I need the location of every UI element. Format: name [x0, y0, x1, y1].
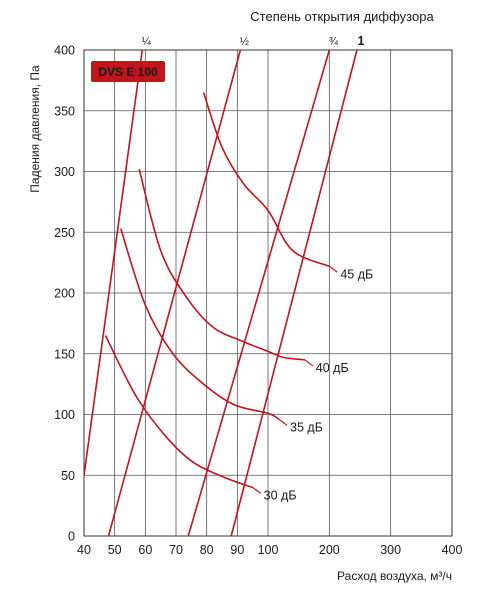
- opening-label: 1: [357, 34, 364, 48]
- opening-line: [187, 50, 331, 536]
- model-badge: DVS E 100: [91, 61, 165, 82]
- opening-line: [107, 50, 242, 536]
- noise-label-leader: [328, 265, 338, 273]
- noise-label-leader: [252, 486, 262, 494]
- x-tick-label: 80: [200, 543, 214, 557]
- plot-frame: [83, 49, 453, 537]
- noise-label-leader: [304, 359, 314, 367]
- noise-curve: [138, 168, 305, 361]
- chart-title: Степень открытия диффузора: [250, 9, 434, 24]
- y-axis-label: Падения давления, Па: [28, 65, 42, 193]
- grid: [83, 49, 453, 537]
- noise-label-leader: [278, 418, 288, 426]
- x-tick-label: 50: [108, 543, 122, 557]
- noise-label: 45 дБ: [340, 267, 373, 281]
- y-tick-label: 350: [54, 104, 75, 118]
- noise-labels: 30 дБ 35 дБ 40 дБ 45 дБ: [252, 265, 373, 502]
- opening-labels: ¼ ½ ¾ 1: [142, 34, 365, 48]
- x-tick-label: 300: [380, 543, 401, 557]
- x-tick-label: 60: [138, 543, 152, 557]
- noise-curve: [104, 335, 253, 489]
- noise-label: 40 дБ: [316, 361, 349, 375]
- y-tick-label: 0: [68, 530, 75, 544]
- x-tick-label: 40: [77, 543, 91, 557]
- y-tick-label: 150: [54, 347, 75, 361]
- x-tick-label: 90: [230, 543, 244, 557]
- x-tick-label: 70: [169, 543, 183, 557]
- x-tick-labels: 40 50 60 70 80 90 100 200 300 400: [77, 543, 462, 557]
- y-tick-label: 250: [54, 226, 75, 240]
- x-tick-label: 100: [258, 543, 279, 557]
- y-tick-label: 300: [54, 165, 75, 179]
- opening-label: ½: [240, 36, 249, 48]
- y-tick-label: 400: [54, 44, 75, 58]
- noise-curve: [202, 92, 330, 268]
- opening-line: [230, 50, 358, 536]
- x-tick-label: 200: [319, 543, 340, 557]
- noise-curve: [120, 228, 280, 421]
- noise-label: 30 дБ: [264, 488, 297, 502]
- opening-line: [84, 50, 144, 476]
- y-tick-label: 100: [54, 408, 75, 422]
- series-lines: [84, 50, 358, 536]
- x-axis-label: Расход воздуха, м³/ч: [337, 569, 452, 583]
- y-tick-label: 200: [54, 287, 75, 301]
- model-badge-label: DVS E 100: [98, 65, 158, 79]
- y-tick-labels: 0 50 100 150 200 250 300 350 400: [54, 44, 75, 544]
- opening-label: ¾: [329, 36, 339, 48]
- opening-label: ¼: [142, 36, 152, 48]
- noise-label: 35 дБ: [290, 420, 323, 434]
- y-tick-label: 50: [61, 469, 75, 483]
- x-tick-label: 400: [442, 543, 463, 557]
